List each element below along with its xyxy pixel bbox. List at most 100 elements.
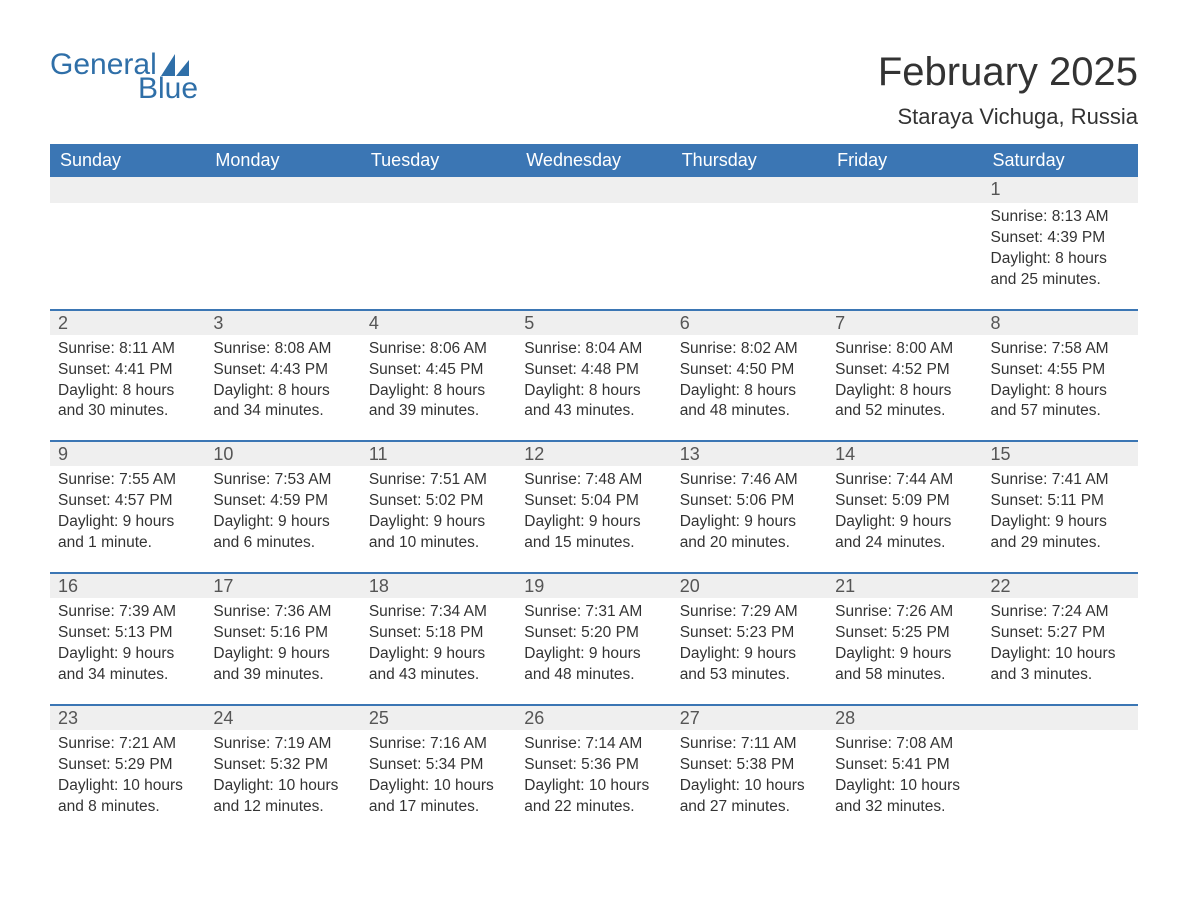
calendar-page: General Blue February 2025 Staraya Vichu…: [0, 0, 1188, 875]
day-details: Sunrise: 7:44 AMSunset: 5:09 PMDaylight:…: [827, 466, 982, 572]
day-details: Sunrise: 8:06 AMSunset: 4:45 PMDaylight:…: [361, 335, 516, 441]
sunset-text: Sunset: 4:52 PM: [835, 360, 974, 381]
calendar-cell: 18Sunrise: 7:34 AMSunset: 5:18 PMDayligh…: [361, 572, 516, 704]
day-details: Sunrise: 7:11 AMSunset: 5:38 PMDaylight:…: [672, 730, 827, 836]
sunrise-text: Sunrise: 7:29 AM: [680, 602, 819, 623]
calendar-cell: 4Sunrise: 8:06 AMSunset: 4:45 PMDaylight…: [361, 309, 516, 441]
day-number: 20: [672, 572, 827, 598]
daylight-text: Daylight: 8 hours and 52 minutes.: [835, 381, 974, 423]
sunrise-text: Sunrise: 7:11 AM: [680, 734, 819, 755]
daylight-text: Daylight: 8 hours and 30 minutes.: [58, 381, 197, 423]
calendar-cell: 16Sunrise: 7:39 AMSunset: 5:13 PMDayligh…: [50, 572, 205, 704]
sunset-text: Sunset: 4:43 PM: [213, 360, 352, 381]
sunset-text: Sunset: 5:13 PM: [58, 623, 197, 644]
day-number: [361, 177, 516, 203]
calendar-cell: 21Sunrise: 7:26 AMSunset: 5:25 PMDayligh…: [827, 572, 982, 704]
day-number: 1: [983, 177, 1138, 203]
location-label: Staraya Vichuga, Russia: [878, 104, 1138, 130]
sunrise-text: Sunrise: 7:31 AM: [524, 602, 663, 623]
day-header: Monday: [205, 144, 360, 177]
day-details: Sunrise: 7:51 AMSunset: 5:02 PMDaylight:…: [361, 466, 516, 572]
sunset-text: Sunset: 5:27 PM: [991, 623, 1130, 644]
sunrise-text: Sunrise: 7:48 AM: [524, 470, 663, 491]
day-number: 28: [827, 704, 982, 730]
day-details: [361, 203, 516, 301]
sunset-text: Sunset: 5:16 PM: [213, 623, 352, 644]
day-details: [672, 203, 827, 301]
logo: General Blue: [50, 50, 198, 104]
calendar-week-row: 2Sunrise: 8:11 AMSunset: 4:41 PMDaylight…: [50, 309, 1138, 441]
day-number: 19: [516, 572, 671, 598]
day-details: Sunrise: 7:46 AMSunset: 5:06 PMDaylight:…: [672, 466, 827, 572]
calendar-cell: 11Sunrise: 7:51 AMSunset: 5:02 PMDayligh…: [361, 440, 516, 572]
daylight-text: Daylight: 10 hours and 27 minutes.: [680, 776, 819, 818]
sunrise-text: Sunrise: 7:46 AM: [680, 470, 819, 491]
sunset-text: Sunset: 5:38 PM: [680, 755, 819, 776]
sunset-text: Sunset: 4:48 PM: [524, 360, 663, 381]
calendar-cell: 27Sunrise: 7:11 AMSunset: 5:38 PMDayligh…: [672, 704, 827, 836]
sunset-text: Sunset: 4:39 PM: [991, 228, 1130, 249]
calendar-cell: 22Sunrise: 7:24 AMSunset: 5:27 PMDayligh…: [983, 572, 1138, 704]
daylight-text: Daylight: 10 hours and 3 minutes.: [991, 644, 1130, 686]
calendar-cell: 23Sunrise: 7:21 AMSunset: 5:29 PMDayligh…: [50, 704, 205, 836]
daylight-text: Daylight: 10 hours and 32 minutes.: [835, 776, 974, 818]
day-details: [827, 203, 982, 301]
daylight-text: Daylight: 10 hours and 22 minutes.: [524, 776, 663, 818]
calendar-week-row: 16Sunrise: 7:39 AMSunset: 5:13 PMDayligh…: [50, 572, 1138, 704]
day-number: 23: [50, 704, 205, 730]
day-number: 17: [205, 572, 360, 598]
calendar-cell: 24Sunrise: 7:19 AMSunset: 5:32 PMDayligh…: [205, 704, 360, 836]
daylight-text: Daylight: 8 hours and 34 minutes.: [213, 381, 352, 423]
calendar-cell: 9Sunrise: 7:55 AMSunset: 4:57 PMDaylight…: [50, 440, 205, 572]
daylight-text: Daylight: 9 hours and 6 minutes.: [213, 512, 352, 554]
sunrise-text: Sunrise: 7:39 AM: [58, 602, 197, 623]
day-number: 18: [361, 572, 516, 598]
logo-text-blue: Blue: [138, 74, 198, 104]
day-number: 26: [516, 704, 671, 730]
day-header-row: Sunday Monday Tuesday Wednesday Thursday…: [50, 144, 1138, 177]
calendar-cell: 3 Sunrise: 8:08 AMSunset: 4:43 PMDaylight…: [205, 309, 360, 441]
sunrise-text: Sunrise: 7:53 AM: [213, 470, 352, 491]
sunrise-text: Sunrise: 8:08 AM: [213, 339, 352, 360]
sunrise-text: Sunrise: 7:19 AM: [213, 734, 352, 755]
sunset-text: Sunset: 5:11 PM: [991, 491, 1130, 512]
sunrise-text: Sunrise: 7:14 AM: [524, 734, 663, 755]
calendar-cell: [827, 177, 982, 309]
daylight-text: Daylight: 8 hours and 43 minutes.: [524, 381, 663, 423]
calendar-cell: 7Sunrise: 8:00 AMSunset: 4:52 PMDaylight…: [827, 309, 982, 441]
day-details: Sunrise: 7:55 AMSunset: 4:57 PMDaylight:…: [50, 466, 205, 572]
daylight-text: Daylight: 9 hours and 48 minutes.: [524, 644, 663, 686]
sunset-text: Sunset: 5:06 PM: [680, 491, 819, 512]
calendar-cell: [983, 704, 1138, 836]
sunrise-text: Sunrise: 7:36 AM: [213, 602, 352, 623]
day-number: 4: [361, 309, 516, 335]
sunset-text: Sunset: 5:25 PM: [835, 623, 974, 644]
day-header: Saturday: [983, 144, 1138, 177]
sunrise-text: Sunrise: 8:02 AM: [680, 339, 819, 360]
daylight-text: Daylight: 9 hours and 34 minutes.: [58, 644, 197, 686]
daylight-text: Daylight: 9 hours and 29 minutes.: [991, 512, 1130, 554]
sunset-text: Sunset: 5:02 PM: [369, 491, 508, 512]
calendar-cell: 8Sunrise: 7:58 AMSunset: 4:55 PMDaylight…: [983, 309, 1138, 441]
day-number: 7: [827, 309, 982, 335]
day-number: 3: [205, 309, 360, 335]
day-details: [205, 203, 360, 301]
calendar-cell: 5Sunrise: 8:04 AMSunset: 4:48 PMDaylight…: [516, 309, 671, 441]
day-details: Sunrise: 7:26 AMSunset: 5:25 PMDaylight:…: [827, 598, 982, 704]
daylight-text: Daylight: 9 hours and 53 minutes.: [680, 644, 819, 686]
day-details: Sunrise: 8:00 AMSunset: 4:52 PMDaylight:…: [827, 335, 982, 441]
day-details: Sunrise: 7:19 AMSunset: 5:32 PMDaylight:…: [205, 730, 360, 836]
sunrise-text: Sunrise: 7:51 AM: [369, 470, 508, 491]
sunset-text: Sunset: 5:34 PM: [369, 755, 508, 776]
sunset-text: Sunset: 4:55 PM: [991, 360, 1130, 381]
day-header: Sunday: [50, 144, 205, 177]
calendar-cell: 2Sunrise: 8:11 AMSunset: 4:41 PMDaylight…: [50, 309, 205, 441]
daylight-text: Daylight: 9 hours and 20 minutes.: [680, 512, 819, 554]
day-number: [983, 704, 1138, 730]
daylight-text: Daylight: 9 hours and 1 minute.: [58, 512, 197, 554]
calendar-cell: 12Sunrise: 7:48 AMSunset: 5:04 PMDayligh…: [516, 440, 671, 572]
day-number: 13: [672, 440, 827, 466]
calendar-cell: 10Sunrise: 7:53 AMSunset: 4:59 PMDayligh…: [205, 440, 360, 572]
day-number: 11: [361, 440, 516, 466]
day-details: Sunrise: 7:58 AMSunset: 4:55 PMDaylight:…: [983, 335, 1138, 441]
